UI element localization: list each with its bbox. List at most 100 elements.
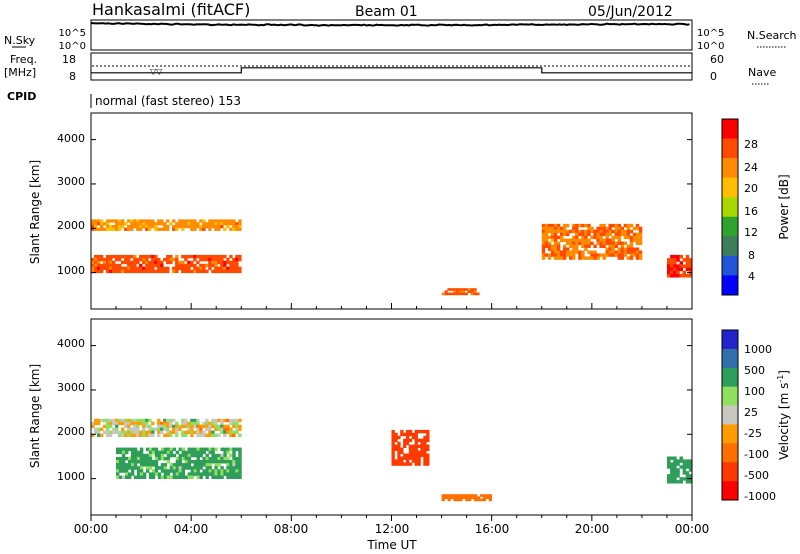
vel-plot-cell-1-39-3: [232, 456, 236, 461]
vel-plot-cell-1-23-2: [184, 453, 188, 458]
vel-plot-cell-1-7-8: [136, 472, 141, 476]
power-plot-cell-3-3-5: [550, 238, 555, 242]
power-plot-cell-2-3-0: [450, 288, 454, 291]
power-plot-cell-3-16-10: [590, 253, 594, 257]
vel-plot-cell-1-9-5: [142, 463, 147, 467]
vel-plot-cell-1-40-6: [235, 466, 239, 470]
vel-plot-cell-1-38-5: [229, 463, 233, 467]
vel-plot-cell-2-4-11: [403, 462, 407, 466]
power-plot-cell-1-2-2: [97, 260, 101, 265]
power-plot-cell-4-2-2: [673, 261, 677, 265]
power-plot-cell-3-26-8: [620, 247, 625, 251]
vel-plot-cell-1-15-6: [160, 466, 165, 470]
power-plot-cell-3-5-9: [556, 250, 561, 254]
vel-plot-cell-1-22-3: [181, 456, 185, 461]
power-plot-cell-3-32-1: [638, 226, 643, 231]
vel-plot-cell-3-14-2: [482, 498, 487, 502]
vel-plot-cell-2-2-4: [397, 441, 401, 446]
power-plot-cell-3-0-7: [541, 244, 546, 248]
vel-plot-cell-1-25-1: [190, 450, 194, 455]
vel-plot-cell-1-27-7: [196, 469, 200, 473]
power-plot-cell-3-22-10: [608, 253, 612, 257]
vel-plot-cell-1-0-8: [116, 472, 120, 476]
vel-plot-cell-1-30-9: [205, 475, 209, 479]
vel-plot-cell-1-24-8: [187, 472, 191, 476]
power-plot-cell-0-47-1: [232, 222, 236, 226]
power-plot-cell-3-22-3: [608, 232, 612, 237]
power-plot-cell-1-47-4: [232, 266, 236, 271]
vel-plot-cell-1-39-8: [232, 472, 236, 476]
power-plot-cell-1-3-0: [100, 254, 104, 259]
power-plot-cell-0-42-1: [217, 222, 221, 226]
vel-plot-cell-0-44-3: [223, 427, 227, 431]
power-plot-cell-1-34-4: [193, 266, 197, 271]
power-plot-cell-0-45-2: [226, 225, 230, 229]
vel-plot-cell-0-14-1: [133, 421, 137, 426]
vel-plot-cell-0-34-0: [193, 418, 197, 423]
velocity-ytick-label-4000: 4000: [57, 337, 85, 350]
power-plot-cell-1-15-2: [136, 260, 140, 265]
vel-plot-cell-4-1-8: [670, 480, 674, 484]
vel-plot-cell-0-30-5: [181, 433, 185, 437]
vel-plot-cell-0-5-3: [106, 427, 110, 431]
power-plot-cell-3-18-3: [596, 232, 600, 237]
power-plot-cell-4-6-1: [685, 258, 690, 262]
power-plot-cell-3-13-4: [581, 235, 585, 240]
power-plot-cell-1-15-1: [136, 257, 140, 262]
power-plot-cell-1-14-0: [133, 254, 137, 259]
power-plot-cell-0-23-1: [160, 222, 164, 226]
vel-plot-cell-2-9-8: [417, 453, 421, 457]
power-plot-cell-1-48-0: [235, 254, 239, 259]
power-plot-cell-3-29-11: [629, 256, 634, 260]
vel-plot-cell-1-8-4: [139, 460, 144, 464]
power-plot-cell-1-0-4: [91, 266, 95, 271]
vel-plot-cell-1-27-4: [196, 460, 200, 464]
vel-plot-cell-1-12-8: [151, 472, 156, 476]
power-plot-cell-0-44-1: [223, 222, 227, 226]
power-plot-cell-0-47-2: [232, 225, 236, 229]
vel-plot-cell-1-22-5: [181, 463, 185, 467]
vel-plot-cell-0-11-1: [124, 421, 128, 426]
power-plot-cell-0-41-1: [214, 222, 218, 226]
power-plot-cell-4-2-4: [673, 267, 677, 272]
power-plot-cell-1-12-4: [127, 266, 131, 271]
power-plot-cell-4-6-3: [685, 264, 690, 268]
power-plot-cell-3-4-2: [553, 229, 558, 234]
vel-plot-cell-2-8-11: [414, 462, 418, 466]
vel-plot-cell-2-10-5: [420, 444, 424, 448]
vel-plot-cell-1-29-7: [202, 469, 206, 473]
vel-plot-cell-3-12-2: [476, 498, 481, 502]
power-plot-cell-3-9-7: [569, 244, 573, 248]
vel-plot-cell-0-15-1: [136, 421, 140, 426]
power-plot-cell-0-28-1: [175, 222, 179, 226]
vel-plot-cell-1-30-3: [205, 456, 209, 461]
power-plot-cell-3-23-10: [611, 253, 615, 257]
vel-plot-cell-1-35-4: [220, 460, 224, 464]
vel-plot-cell-1-19-9: [172, 475, 177, 479]
power-plot-cell-0-13-1: [130, 222, 134, 226]
vel-plot-cell-1-15-0: [160, 447, 165, 452]
power-plot-cell-3-26-2: [620, 229, 625, 234]
vel-plot-cell-0-48-4: [235, 430, 239, 434]
vel-plot-cell-2-4-4: [403, 441, 407, 446]
power-plot-cell-3-0-1: [541, 226, 546, 231]
power-plot-cell-3-31-11: [635, 256, 640, 260]
power-plot-cell-1-44-2: [223, 260, 227, 265]
vel-plot-cell-2-6-1: [408, 432, 413, 437]
power-plot-cell-3-10-7: [572, 244, 576, 248]
vel-plot-cell-3-2-2: [447, 498, 451, 502]
vel-plot-cell-1-40-8: [235, 472, 239, 476]
vel-plot-cell-1-12-0: [151, 447, 156, 452]
vel-plot-cell-1-14-8: [157, 472, 162, 476]
vel-plot-cell-4-6-3: [685, 465, 690, 469]
power-plot-cell-1-2-1: [97, 257, 101, 262]
vel-plot-cell-1-33-2: [214, 453, 218, 458]
vel-plot-cell-1-39-4: [232, 460, 236, 464]
power-plot-cell-0-36-0: [199, 219, 203, 223]
vel-plot-cell-1-31-3: [208, 456, 212, 461]
power-plot-cell-0-38-1: [205, 222, 209, 226]
vel-plot-cell-2-11-6: [423, 447, 427, 451]
power-plot-cell-1-12-1: [127, 257, 131, 262]
power-plot-cell-3-11-6: [575, 241, 579, 245]
power-plot-cell-3-4-11: [553, 256, 558, 260]
